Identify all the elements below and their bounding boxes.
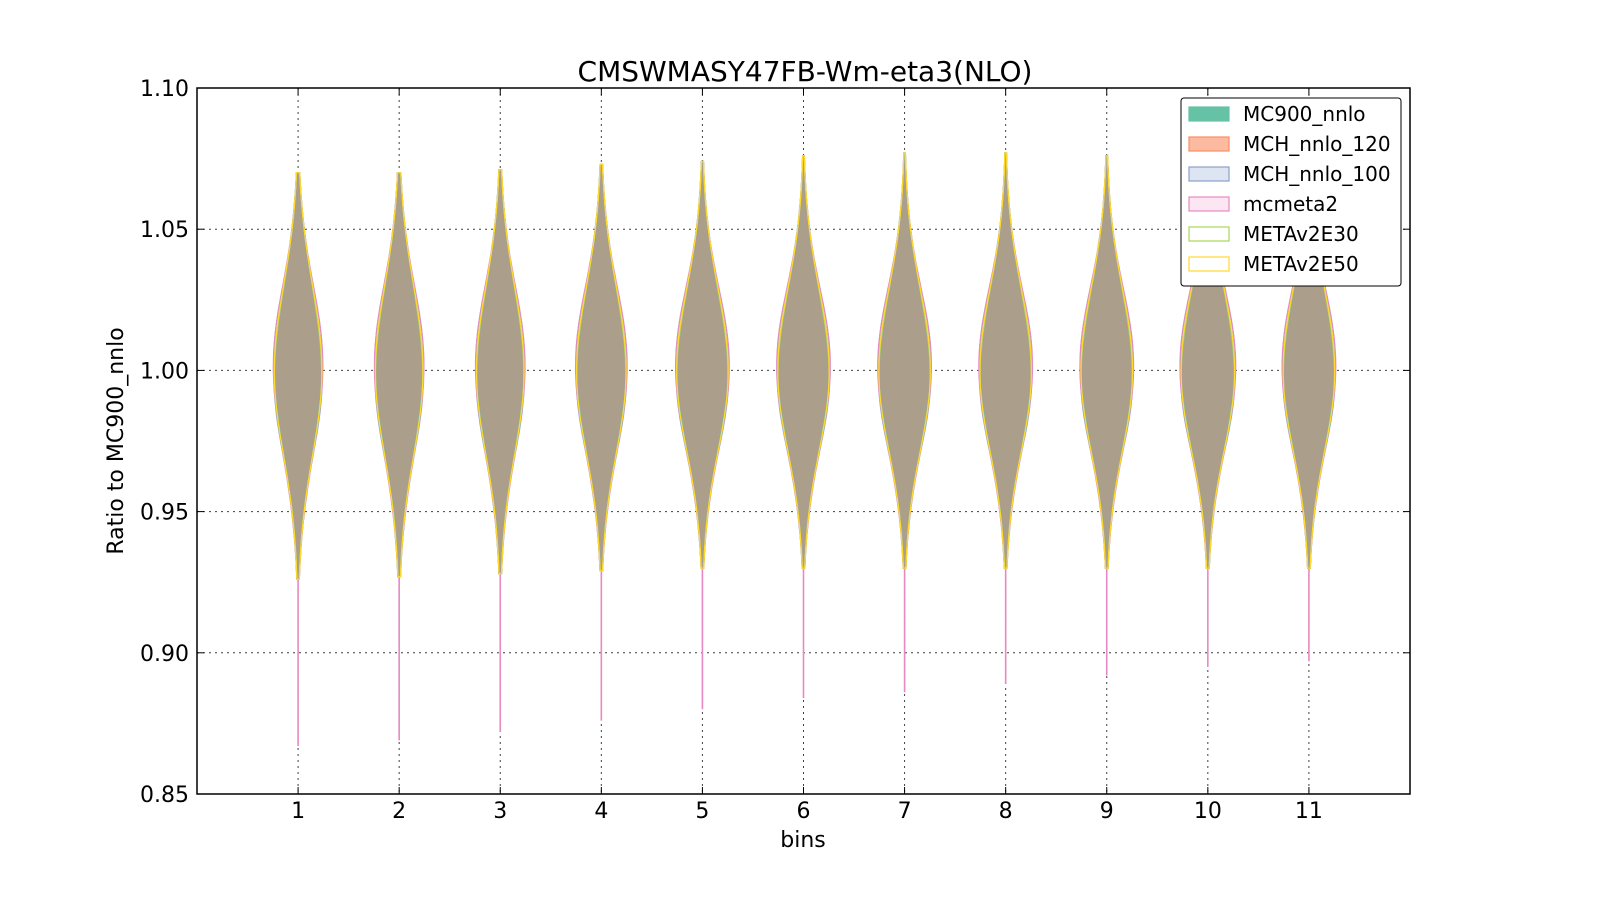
y-tick-label: 0.90 <box>140 642 189 667</box>
violin-bin-4 <box>574 163 628 721</box>
chart-title: CMSWMASY47FB-Wm-eta3(NLO) <box>578 55 1033 88</box>
x-tick-label: 4 <box>594 799 608 824</box>
violin-bin-3 <box>474 169 526 732</box>
legend-label: MCH_nnlo_100 <box>1243 162 1391 186</box>
x-tick-label: 5 <box>695 799 709 824</box>
x-axis-label: bins <box>780 828 825 853</box>
violin-outline <box>777 155 830 569</box>
legend-entry: MCH_nnlo_100 <box>1188 162 1391 186</box>
legend-entry: METAv2E50 <box>1188 252 1359 276</box>
legend-swatch <box>1188 226 1230 242</box>
violin-body <box>777 155 830 569</box>
x-tick-label: 2 <box>392 799 406 824</box>
violin-bin-9 <box>1079 155 1135 676</box>
violin-bin-8 <box>978 152 1034 684</box>
legend-entry: METAv2E30 <box>1188 222 1359 246</box>
violin-outline <box>273 172 323 580</box>
legend-label: mcmeta2 <box>1243 192 1338 216</box>
violin-body <box>374 172 424 577</box>
legend-box <box>1180 97 1402 287</box>
x-tick-label: 6 <box>797 799 811 824</box>
legend-swatch <box>1188 136 1230 152</box>
violin-body <box>476 169 525 574</box>
violin-outline <box>878 152 931 569</box>
violin-body <box>576 164 627 571</box>
legend-swatch <box>1188 106 1230 122</box>
x-tick-label: 8 <box>999 799 1013 824</box>
legend-label: METAv2E30 <box>1243 222 1359 246</box>
violin-outline <box>576 163 627 572</box>
legend-label: METAv2E50 <box>1243 252 1359 276</box>
violin-bin-1 <box>272 172 324 746</box>
violin-body <box>979 153 1032 569</box>
legend-swatch <box>1188 256 1230 272</box>
violin-outline <box>475 169 525 575</box>
violin-outline <box>676 160 729 569</box>
y-tick-label: 1.05 <box>140 218 189 243</box>
x-tick-label: 11 <box>1295 799 1323 824</box>
y-tick-label: 0.95 <box>140 501 189 526</box>
legend-label: MCH_nnlo_120 <box>1243 132 1391 156</box>
x-tick-label: 1 <box>291 799 305 824</box>
legend-entry: MC900_nnlo <box>1188 102 1366 126</box>
legend-entry: MCH_nnlo_120 <box>1188 132 1391 156</box>
violin-outline <box>374 172 424 578</box>
violin-body <box>676 161 729 569</box>
violin-body <box>878 153 931 569</box>
legend-label: MC900_nnlo <box>1243 102 1366 126</box>
x-tick-label: 9 <box>1100 799 1114 824</box>
x-tick-label: 10 <box>1194 799 1222 824</box>
x-tick-label: 3 <box>493 799 507 824</box>
violin-bin-6 <box>776 155 831 698</box>
legend-swatch <box>1188 196 1230 212</box>
legend-swatch <box>1188 166 1230 182</box>
violin-body <box>273 172 323 580</box>
violin-bin-5 <box>675 160 730 710</box>
y-axis-label: Ratio to MC900_nnlo <box>104 327 129 554</box>
legend: MC900_nnlo MCH_nnlo_120 MCH_nnlo_100mcmeta… <box>1180 97 1402 287</box>
violin-bin-7 <box>877 152 932 693</box>
legend-entry: mcmeta2 <box>1188 192 1338 216</box>
violin-outline <box>1080 155 1134 569</box>
y-tick-label: 1.10 <box>140 77 189 102</box>
y-tick-label: 1.00 <box>140 359 189 384</box>
y-axis-ticks: 0.85 0.90 0.95 1.00 1.05 1.10 <box>140 77 1410 808</box>
y-tick-label: 0.85 <box>140 783 189 808</box>
violin-bin-2 <box>373 172 425 741</box>
x-axis-ticks: 1 2 3 4 5 6 7 8 9 10 11 <box>291 88 1323 824</box>
x-tick-label: 7 <box>898 799 912 824</box>
violin-layer <box>272 152 1337 746</box>
violin-outline <box>979 152 1032 569</box>
violin-body <box>1080 155 1133 569</box>
